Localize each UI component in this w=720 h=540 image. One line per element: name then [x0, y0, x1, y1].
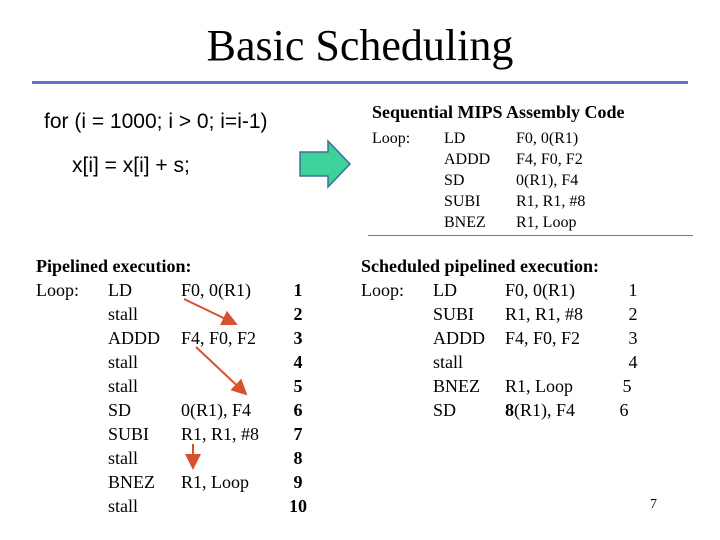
pipelined-args: F4, F0, F2 [181, 328, 257, 348]
pipelined-cycle: 2 [293, 304, 303, 324]
scheduled-cycle: 5 [622, 376, 632, 396]
scheduled-args: F4, F0, F2 [505, 328, 581, 348]
sequential-args: 0(R1), F4 [516, 172, 579, 189]
pipelined-op: ADDD [108, 328, 160, 348]
scheduled-op: SUBI [433, 304, 475, 324]
scheduled-op: ADDD [433, 328, 485, 348]
pipelined-args: R1, R1, #8 [181, 424, 260, 444]
scheduled-args: R1, Loop [505, 376, 574, 396]
pipelined-args: R1, Loop [181, 472, 250, 492]
pipelined-cycle: 10 [289, 496, 307, 516]
sequential-op: SD [444, 172, 465, 189]
pipelined-cycle: 8 [293, 448, 303, 468]
pipelined-args: F0, 0(R1) [181, 280, 252, 300]
slide-number: 7 [650, 497, 657, 512]
dependency-arrow-ld-to-addd [183, 298, 238, 326]
scheduled-op: SD [433, 400, 457, 420]
pipelined-cycle: 4 [293, 352, 303, 372]
pipelined-op: LD [108, 280, 132, 300]
scheduled-args-rest: (R1), F4 [514, 400, 576, 420]
scheduled-cycle: 4 [628, 352, 638, 372]
scheduled-cycle: 1 [628, 280, 638, 300]
source-loop-header: for (i = 1000; i > 0; i=i-1) [44, 110, 268, 133]
scheduled-offset-highlight: 8 [505, 400, 514, 420]
pipelined-cycle: 1 [293, 280, 303, 300]
pipelined-cycle: 9 [293, 472, 303, 492]
pipelined-cycle: 7 [293, 424, 303, 444]
pipelined-cycle: 3 [293, 328, 303, 348]
right-block-arrow-icon [299, 139, 352, 189]
pipelined-op: stall [108, 304, 138, 324]
slide-title: Basic Scheduling [206, 21, 514, 70]
scheduled-cycle: 3 [628, 328, 638, 348]
pipelined-op: BNEZ [108, 472, 155, 492]
scheduled-cycle: 6 [619, 400, 629, 420]
sequential-op: BNEZ [444, 214, 486, 231]
pipelined-cycle: 5 [293, 376, 303, 396]
pipelined-op: stall [108, 376, 138, 396]
scheduled-op: stall [433, 352, 463, 372]
scheduled-op: LD [433, 280, 457, 300]
sequential-args: R1, R1, #8 [516, 193, 586, 210]
pipelined-title: Pipelined execution: [36, 256, 192, 276]
scheduled-op: BNEZ [433, 376, 480, 396]
sequential-args: R1, Loop [516, 214, 577, 231]
scheduled-loop-label: Loop: [361, 280, 404, 300]
scheduled-cycle: 2 [628, 304, 638, 324]
pipelined-cycle: 6 [293, 400, 303, 420]
sequential-op: ADDD [444, 151, 491, 168]
source-loop-body: x[i] = x[i] + s; [72, 154, 190, 177]
title-underline [32, 81, 688, 84]
pipelined-op: stall [108, 496, 138, 516]
pipelined-op: SUBI [108, 424, 150, 444]
pipelined-op: SD [108, 400, 132, 420]
pipelined-op: stall [108, 352, 138, 372]
sequential-op: SUBI [444, 193, 481, 210]
sequential-loop-label: Loop: [372, 130, 411, 147]
sequential-divider [368, 235, 693, 236]
sequential-code-title: Sequential MIPS Assembly Code [372, 102, 625, 122]
pipelined-args: 0(R1), F4 [181, 400, 252, 420]
scheduled-args: R1, R1, #8 [505, 304, 584, 324]
scheduled-args-offset: 8(R1), F4 [505, 398, 575, 422]
dependency-arrow-addd-to-sd [195, 346, 248, 396]
pipelined-loop-label: Loop: [36, 280, 79, 300]
pipelined-op: stall [108, 448, 138, 468]
sequential-args: F4, F0, F2 [516, 151, 583, 168]
sequential-args: F0, 0(R1) [516, 130, 579, 147]
scheduled-title: Scheduled pipelined execution: [361, 256, 600, 276]
scheduled-args: F0, 0(R1) [505, 280, 576, 300]
sequential-op: LD [444, 130, 466, 147]
